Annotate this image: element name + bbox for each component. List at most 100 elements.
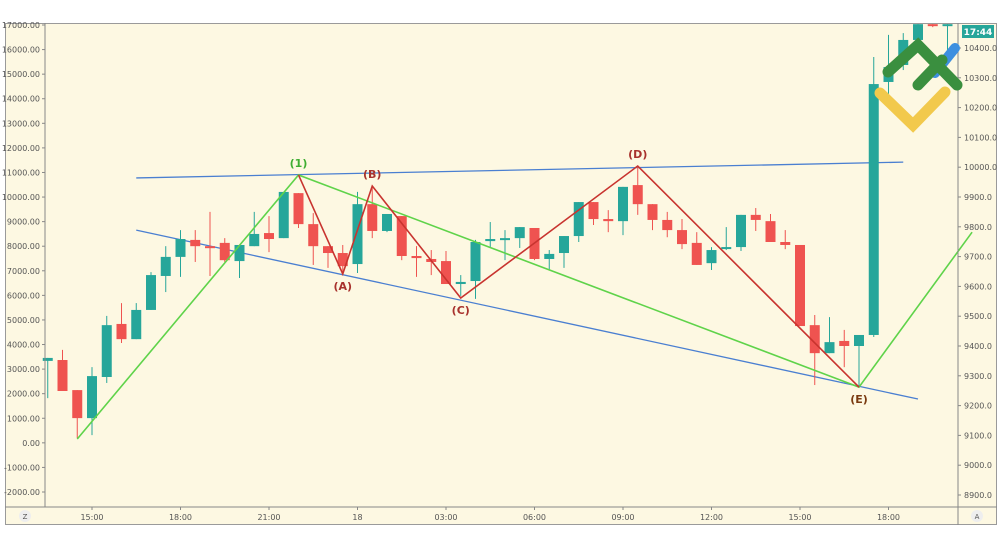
candle[interactable] bbox=[662, 211, 673, 238]
candle[interactable] bbox=[205, 211, 215, 276]
candle-body bbox=[942, 24, 953, 27]
right-tick-label: 9200.0 bbox=[964, 402, 992, 411]
right-tick-label: 9400.0 bbox=[964, 342, 992, 351]
time-tick-label: 15:00 bbox=[80, 513, 103, 522]
corner-right-button[interactable]: A bbox=[971, 510, 983, 522]
candle-body bbox=[500, 238, 510, 241]
candle[interactable] bbox=[455, 275, 466, 296]
candle[interactable] bbox=[809, 315, 820, 386]
candle[interactable] bbox=[618, 186, 628, 236]
left-tick-label: 16000.00 bbox=[2, 46, 40, 55]
price-tag-bg bbox=[962, 25, 994, 38]
candle[interactable] bbox=[780, 230, 791, 250]
time-tick-label: 21:00 bbox=[257, 513, 280, 522]
candle[interactable] bbox=[544, 250, 555, 271]
candle[interactable] bbox=[146, 272, 156, 310]
candle[interactable] bbox=[308, 213, 319, 265]
right-price-axis[interactable]: 10400.0 10300.0 10200.0 10100.0 10000.0 9900.… bbox=[958, 44, 997, 500]
candle-body bbox=[677, 230, 687, 245]
candle[interactable] bbox=[42, 357, 53, 399]
right-tick-label: 9100.0 bbox=[964, 431, 992, 440]
candle[interactable] bbox=[249, 211, 260, 247]
candle[interactable] bbox=[87, 367, 97, 436]
candle[interactable] bbox=[337, 244, 348, 273]
candle[interactable] bbox=[514, 227, 525, 248]
candle[interactable] bbox=[175, 230, 186, 277]
green-wave-line[interactable] bbox=[76, 173, 973, 440]
left-tick-label: 11000.00 bbox=[2, 168, 40, 177]
corner-left-button[interactable]: Z bbox=[19, 510, 31, 522]
candle[interactable] bbox=[411, 246, 422, 277]
candle[interactable] bbox=[101, 315, 112, 383]
candle[interactable] bbox=[323, 246, 333, 268]
candle[interactable] bbox=[382, 213, 392, 233]
candle[interactable] bbox=[588, 202, 599, 226]
right-tick-label: 9800.0 bbox=[964, 223, 992, 232]
candle[interactable] bbox=[868, 56, 879, 338]
candle[interactable] bbox=[647, 204, 658, 231]
candle[interactable] bbox=[677, 219, 687, 250]
candle-body bbox=[839, 340, 850, 346]
candle-body bbox=[190, 239, 201, 247]
trendline[interactable] bbox=[136, 229, 919, 400]
candle[interactable] bbox=[750, 208, 761, 231]
candle[interactable] bbox=[603, 210, 614, 233]
candle[interactable] bbox=[736, 214, 746, 251]
candle[interactable] bbox=[559, 236, 569, 268]
candle[interactable] bbox=[927, 24, 938, 28]
time-axis[interactable]: 15:00 18:00 21:00 18 03:00 06:00 09:00 12:00 15:… bbox=[80, 507, 900, 522]
candle[interactable] bbox=[131, 303, 142, 340]
candle[interactable] bbox=[219, 238, 230, 262]
candle[interactable] bbox=[765, 213, 776, 242]
candle[interactable] bbox=[573, 202, 584, 242]
candle[interactable] bbox=[426, 250, 437, 276]
left-tick-label: 4000.00 bbox=[7, 341, 40, 350]
candle[interactable] bbox=[500, 230, 510, 261]
candle[interactable] bbox=[691, 232, 702, 265]
candle[interactable] bbox=[293, 193, 304, 228]
candle-body bbox=[205, 246, 215, 249]
candle[interactable] bbox=[264, 216, 274, 253]
right-tick-label: 10400.0 bbox=[964, 44, 997, 53]
left-tick-label: -2000.00 bbox=[4, 488, 40, 497]
right-tick-label: 10100.0 bbox=[964, 133, 997, 142]
right-tick-label: 9600.0 bbox=[964, 282, 992, 291]
candle[interactable] bbox=[721, 227, 732, 251]
candle-body bbox=[706, 250, 717, 264]
candle[interactable] bbox=[854, 334, 864, 388]
candle[interactable] bbox=[278, 191, 289, 239]
candle[interactable] bbox=[913, 24, 923, 40]
left-tick-label: 14000.00 bbox=[2, 95, 40, 104]
candle[interactable] bbox=[234, 244, 245, 279]
time-tick-label: 15:00 bbox=[788, 513, 811, 522]
candle[interactable] bbox=[352, 191, 363, 273]
candle[interactable] bbox=[190, 230, 201, 262]
time-tick-label: 18:00 bbox=[877, 513, 900, 522]
candle-body bbox=[116, 323, 127, 340]
trendline[interactable] bbox=[136, 161, 904, 179]
candle[interactable] bbox=[470, 239, 481, 299]
candle[interactable] bbox=[795, 244, 805, 327]
red-wave-line[interactable] bbox=[297, 164, 860, 388]
candle[interactable] bbox=[529, 227, 540, 261]
candle[interactable] bbox=[824, 317, 835, 354]
candle-body bbox=[42, 357, 53, 361]
candle[interactable] bbox=[160, 246, 171, 293]
candle[interactable] bbox=[632, 166, 643, 215]
candle-body bbox=[809, 325, 820, 354]
candle[interactable] bbox=[72, 390, 83, 439]
candle-body bbox=[219, 242, 230, 261]
candle[interactable] bbox=[367, 185, 378, 239]
candle-body bbox=[87, 376, 97, 419]
candle[interactable] bbox=[116, 303, 127, 344]
candle[interactable] bbox=[57, 349, 68, 391]
logo-green-bar bbox=[912, 54, 948, 91]
candle[interactable] bbox=[485, 222, 496, 248]
candle-body bbox=[721, 247, 732, 250]
candle[interactable] bbox=[706, 247, 717, 271]
left-tick-label: 7000.00 bbox=[7, 267, 40, 276]
left-price-axis[interactable]: 17000.00 16000.00 15000.00 14000.00 13000.00… bbox=[2, 21, 45, 497]
wave-label: (D) bbox=[628, 148, 647, 161]
candle[interactable] bbox=[839, 329, 850, 368]
